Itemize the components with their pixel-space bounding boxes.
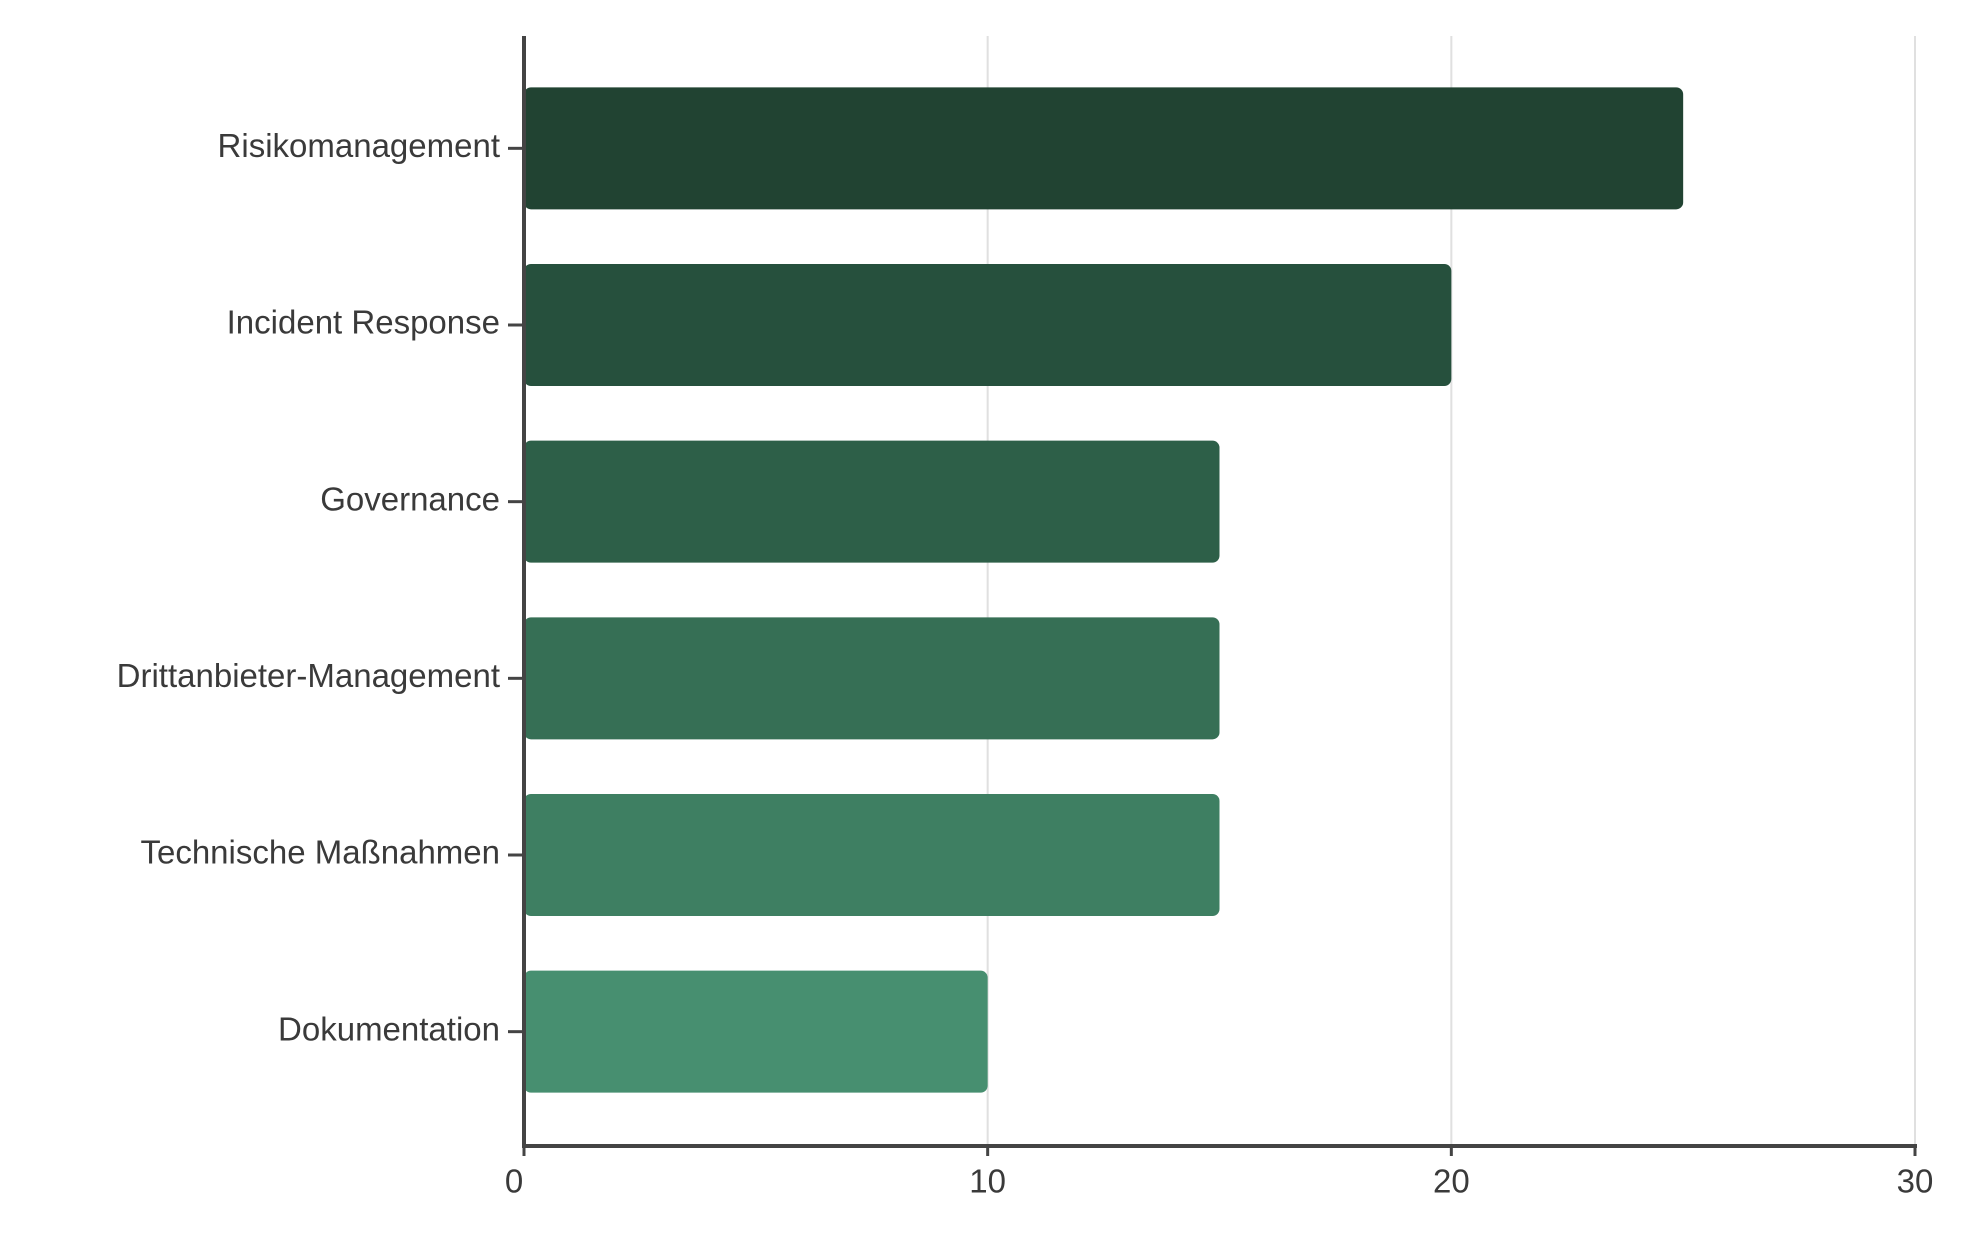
- bar: [524, 617, 1220, 740]
- y-tick-label: Risikomanagement: [218, 127, 500, 164]
- bar: [524, 440, 1220, 563]
- bar: [524, 794, 1220, 916]
- y-tick-label: Technische Maßnahmen: [140, 834, 500, 871]
- x-tick-label: 20: [1433, 1163, 1470, 1200]
- bar: [524, 970, 988, 1093]
- y-tick-label: Governance: [320, 480, 500, 517]
- x-tick-label: 10: [969, 1163, 1006, 1200]
- y-tick-label: Dokumentation: [278, 1010, 500, 1047]
- bar: [524, 87, 1684, 210]
- x-tick-label: 0: [505, 1163, 523, 1200]
- bar: [524, 264, 1452, 386]
- y-tick-label: Incident Response: [227, 304, 500, 341]
- x-tick-label: 30: [1897, 1163, 1934, 1200]
- y-tick-label: Drittanbieter-Management: [117, 657, 500, 694]
